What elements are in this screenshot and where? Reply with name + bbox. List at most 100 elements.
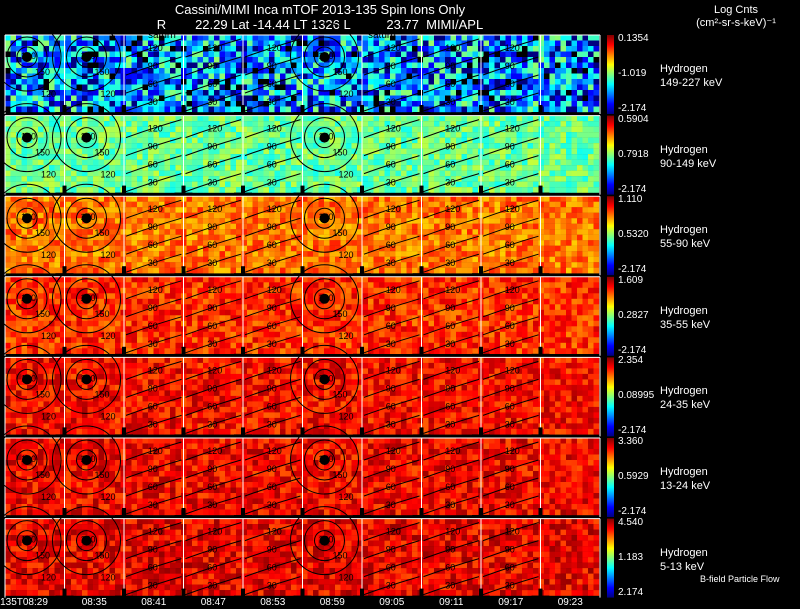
heatmap-cell: [593, 229, 600, 235]
heatmap-cell: [417, 181, 424, 188]
heatmap-cell: [461, 106, 468, 113]
heatmap-cell: [93, 121, 99, 127]
heatmap-cell: [412, 95, 418, 102]
heatmap-cell: [566, 256, 572, 263]
heatmap-cell: [32, 79, 39, 85]
heatmap-cell: [82, 251, 88, 257]
heatmap-cell: [516, 106, 523, 113]
heatmap-cell: [296, 223, 303, 230]
heatmap-cell: [32, 256, 39, 263]
heatmap-cell: [384, 101, 391, 107]
heatmap-cell: [390, 148, 396, 155]
heatmap-cell: [10, 68, 17, 74]
pitch-contour: [423, 253, 480, 273]
heatmap-cell: [16, 251, 22, 257]
heatmap-cell: [483, 240, 490, 246]
heatmap-cell: [357, 84, 363, 91]
heatmap-cell: [368, 276, 374, 283]
heatmap-cell: [10, 223, 17, 230]
pitch-contour: [66, 36, 107, 78]
heatmap-cell: [269, 176, 275, 182]
heatmap-cell: [340, 165, 347, 171]
heatmap-cell: [489, 276, 495, 283]
heatmap-cell: [357, 165, 363, 171]
heatmap-cell: [362, 137, 369, 144]
heatmap-cell: [214, 282, 220, 288]
heatmap-cell: [247, 223, 253, 230]
heatmap-cell: [434, 73, 440, 80]
heatmap-cell: [241, 84, 248, 91]
heatmap-cell: [527, 223, 534, 230]
heatmap-cell: [153, 267, 160, 274]
heatmap-cell: [87, 229, 94, 235]
heatmap-cell: [225, 137, 231, 144]
heatmap-cell: [401, 57, 407, 63]
heatmap-cell: [170, 106, 176, 113]
heatmap-cell: [379, 262, 385, 268]
heatmap-cell: [313, 57, 319, 63]
heatmap-cell: [60, 101, 66, 107]
heatmap-cell: [16, 35, 22, 41]
heatmap-cell: [467, 143, 473, 149]
heatmap-cell: [406, 143, 413, 149]
heatmap-cell: [362, 35, 369, 41]
heatmap-cell: [148, 256, 154, 263]
heatmap-cell: [60, 46, 66, 52]
heatmap-cell: [318, 46, 325, 52]
heatmap-cell: [76, 223, 83, 230]
heatmap-cell: [500, 40, 506, 47]
heatmap-cell: [258, 40, 264, 47]
heatmap-cell: [16, 57, 22, 63]
heatmap-cell: [395, 101, 402, 107]
heatmap-cell: [533, 46, 539, 52]
heatmap-cell: [346, 154, 352, 160]
heatmap-cell: [109, 46, 116, 52]
heatmap-cell: [159, 176, 165, 182]
heatmap-cell: [577, 212, 583, 219]
contour-label: 30: [505, 178, 515, 188]
heatmap-cell: [373, 126, 380, 133]
heatmap-cell: [252, 143, 259, 149]
heatmap-cell: [428, 115, 435, 122]
heatmap-cell: [588, 115, 594, 122]
heatmap-cell: [269, 218, 275, 224]
heatmap-cell: [192, 282, 198, 288]
heatmap-cell: [98, 132, 105, 138]
heatmap-cell: [120, 229, 127, 235]
heatmap-cell: [505, 240, 512, 246]
heatmap-cell: [71, 181, 77, 188]
heatmap-cell: [241, 212, 248, 219]
heatmap-cell: [98, 143, 105, 149]
heatmap-cell: [131, 57, 138, 63]
heatmap-cell: [544, 40, 550, 47]
heatmap-cell: [340, 159, 347, 166]
heatmap-cell: [219, 101, 226, 107]
heatmap-cell: [516, 154, 523, 160]
heatmap-cell: [384, 79, 391, 85]
heatmap-cell: [49, 181, 55, 188]
heatmap-cell: [439, 57, 446, 63]
heatmap-cell: [428, 196, 435, 202]
heatmap-cell: [225, 251, 231, 257]
heatmap-cell: [115, 73, 121, 80]
heatmap-cell: [76, 154, 83, 160]
heatmap-cell: [340, 126, 347, 133]
contour-label: 60: [386, 240, 396, 250]
heatmap-cell: [384, 251, 391, 257]
heatmap-cell: [38, 207, 44, 213]
heatmap-cell: [225, 267, 231, 274]
heatmap-cell: [307, 84, 314, 91]
heatmap-cell: [87, 282, 94, 288]
colorbar-units-title: Log Cnts (cm²-sr-s-keV)⁻¹: [672, 4, 800, 30]
pitch-contour: [244, 137, 301, 157]
heatmap-cell: [137, 68, 143, 74]
heatmap-cell: [527, 159, 534, 166]
heatmap-cell: [346, 132, 352, 138]
heatmap-cell: [197, 154, 204, 160]
heatmap-cell: [483, 196, 490, 202]
heatmap-cell: [54, 62, 61, 69]
heatmap-cell: [159, 62, 165, 69]
heatmap-cell: [434, 170, 440, 177]
heatmap-cell: [60, 148, 66, 155]
heatmap-cell: [483, 57, 490, 63]
